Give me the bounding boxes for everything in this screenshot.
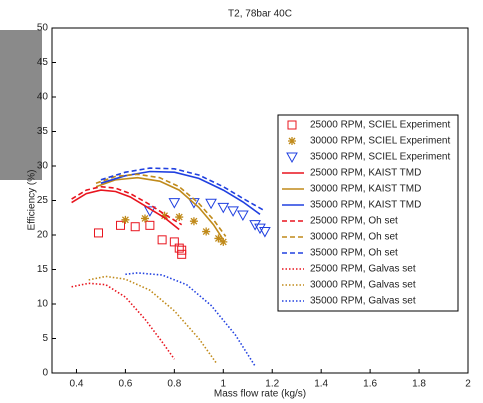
x-tick-label: 1.8 [412, 379, 426, 390]
y-tick-label: 35 [37, 126, 49, 137]
marker [219, 237, 228, 246]
marker [116, 220, 126, 230]
marker [93, 228, 103, 238]
y-tick-label: 25 [37, 195, 49, 206]
marker [227, 206, 239, 217]
marker [157, 235, 167, 245]
marker [288, 137, 296, 145]
marker [189, 217, 198, 226]
series-line [71, 282, 176, 360]
marker [259, 227, 271, 238]
legend-label: 35000 RPM, Galvas set [310, 296, 416, 307]
x-axis-label: Mass flow rate (kg/s) [214, 389, 306, 400]
x-tick-label: 0.4 [70, 379, 84, 390]
y-tick-label: 0 [42, 368, 48, 379]
legend-label: 30000 RPM, Galvas set [310, 280, 416, 291]
marker [249, 220, 261, 231]
y-tick-label: 30 [37, 161, 49, 172]
series-line [95, 173, 227, 237]
marker [174, 243, 184, 253]
marker [287, 120, 297, 130]
marker [214, 234, 223, 243]
marker [254, 223, 266, 235]
y-axis-label: Efficiency (%) [27, 170, 38, 231]
marker [140, 214, 149, 223]
legend-label: 35000 RPM, KAIST TMD [310, 200, 421, 211]
marker [144, 206, 156, 217]
y-tick-label: 40 [37, 92, 49, 103]
legend-label: 30000 RPM, KAIST TMD [310, 184, 421, 195]
series-line [88, 275, 217, 364]
series-line [100, 167, 266, 212]
x-tick-label: 1 [221, 379, 227, 390]
marker [175, 213, 184, 222]
series-line [71, 189, 180, 231]
y-tick-label: 5 [42, 333, 48, 344]
legend-label: 25000 RPM, Galvas set [310, 264, 416, 275]
marker [205, 198, 217, 210]
marker [130, 222, 140, 232]
legend-label: 35000 RPM, SCIEL Experiment [310, 152, 450, 163]
series-line [71, 185, 183, 226]
y-tick-label: 45 [37, 57, 49, 68]
marker [286, 152, 298, 164]
legend-label: 30000 RPM, Oh set [310, 232, 398, 243]
x-tick-label: 1.4 [314, 379, 328, 390]
legend-label: 25000 RPM, Oh set [310, 216, 398, 227]
marker [121, 215, 130, 224]
y-tick-label: 15 [37, 264, 49, 275]
marker [217, 202, 230, 214]
y-tick-label: 10 [37, 299, 49, 310]
legend-label: 25000 RPM, SCIEL Experiment [310, 120, 450, 131]
x-tick-label: 1.2 [265, 379, 279, 390]
legend-label: 35000 RPM, Oh set [310, 248, 398, 259]
marker [177, 245, 187, 255]
series-line [100, 170, 261, 215]
legend [277, 114, 459, 312]
marker [145, 220, 155, 230]
x-tick-label: 0.6 [118, 379, 132, 390]
series-line [95, 176, 224, 241]
legend-label: 30000 RPM, SCIEL Experiment [310, 136, 450, 147]
marker [168, 198, 181, 209]
marker [202, 227, 211, 236]
series-line [125, 272, 256, 367]
marker [169, 237, 179, 247]
y-tick-label: 20 [37, 230, 49, 241]
y-tick-label: 50 [37, 23, 49, 34]
marker [160, 211, 169, 220]
x-tick-label: 1.6 [363, 379, 377, 390]
marker [237, 210, 249, 222]
x-tick-label: 2 [465, 379, 471, 390]
x-tick-label: 0.8 [167, 379, 181, 390]
legend-label: 25000 RPM, KAIST TMD [310, 168, 421, 179]
chart-title: T2, 78bar 40C [228, 9, 292, 20]
photo-fragment [0, 30, 42, 180]
